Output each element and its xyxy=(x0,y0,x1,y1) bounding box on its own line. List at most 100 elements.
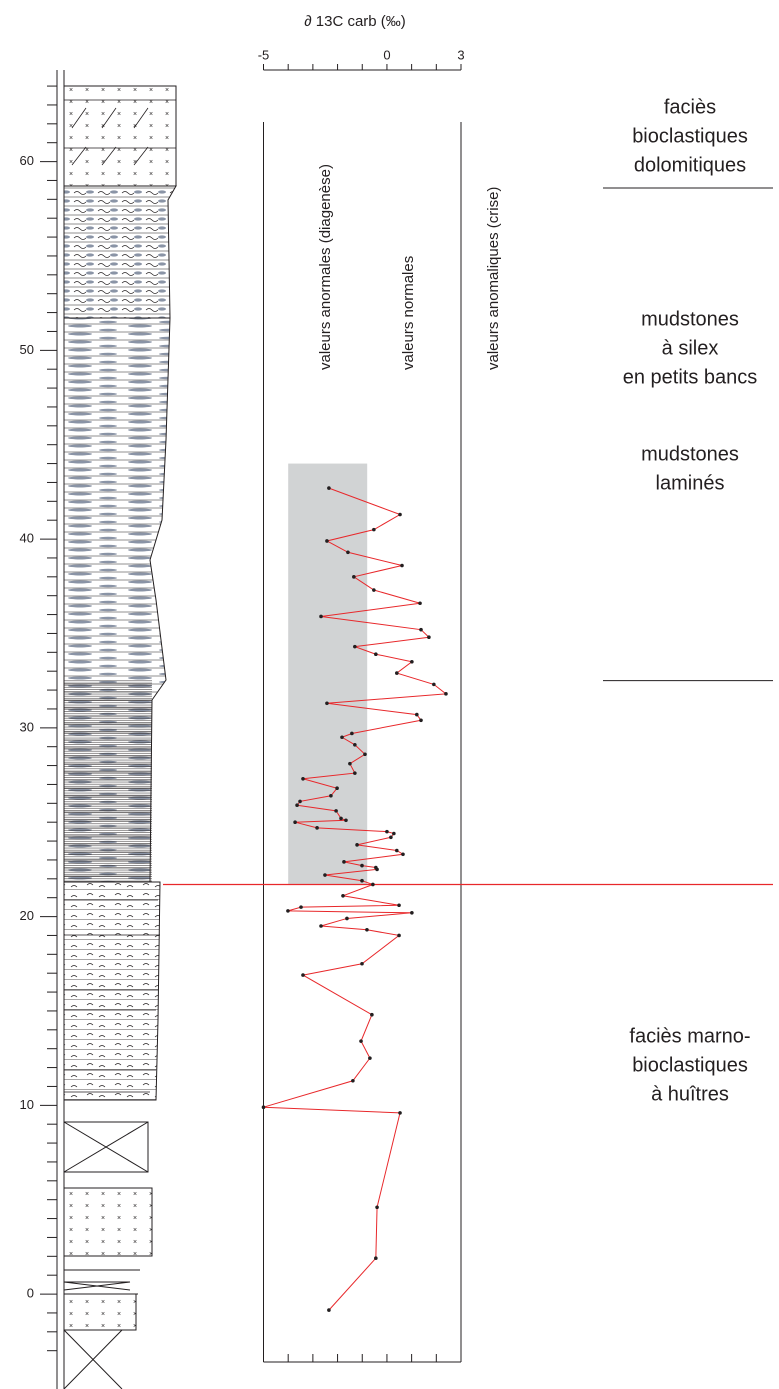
data-point xyxy=(397,903,401,908)
data-point xyxy=(286,909,290,913)
annotation: valeurs anomaliques (crise) xyxy=(485,187,502,370)
facies-label: bioclastiques xyxy=(632,125,748,147)
data-point xyxy=(401,852,405,857)
x-tick-label: -5 xyxy=(258,47,270,62)
data-point xyxy=(293,820,297,824)
data-point xyxy=(372,527,376,532)
data-point xyxy=(432,682,436,687)
data-point xyxy=(410,910,414,915)
data-point xyxy=(299,905,303,909)
annotation: valeurs anormales (diagenèse) xyxy=(317,164,334,370)
data-point xyxy=(410,659,414,664)
data-point xyxy=(374,1256,378,1261)
facies-label: faciès marno- xyxy=(629,1025,750,1047)
data-point xyxy=(371,882,375,887)
data-point xyxy=(301,776,305,781)
y-tick-label: 20 xyxy=(20,908,34,923)
data-line xyxy=(263,487,448,1311)
data-point xyxy=(342,860,346,864)
data-point xyxy=(392,831,396,836)
data-point xyxy=(359,1039,363,1043)
facies-label: à huîtres xyxy=(651,1083,729,1105)
data-point xyxy=(344,818,348,823)
data-point xyxy=(370,1012,374,1017)
data-point xyxy=(351,1078,355,1083)
y-tick-label: 60 xyxy=(20,153,34,168)
data-point xyxy=(340,735,344,740)
data-point xyxy=(325,701,329,706)
data-point xyxy=(389,835,393,840)
data-point xyxy=(400,563,404,568)
data-point xyxy=(427,635,431,640)
data-point xyxy=(352,575,356,579)
data-point xyxy=(319,924,323,928)
y-tick-label: 10 xyxy=(20,1097,34,1112)
data-point xyxy=(315,826,319,830)
data-point xyxy=(298,799,302,804)
x-tick-label: 3 xyxy=(457,47,464,62)
facies-label: en petits bancs xyxy=(623,366,758,388)
data-point xyxy=(327,486,331,490)
frame xyxy=(56,70,462,1389)
data-point xyxy=(415,712,419,717)
data-point xyxy=(368,1056,372,1060)
data-point xyxy=(418,601,422,606)
data-point xyxy=(353,644,357,649)
data-point xyxy=(335,786,339,791)
data-point xyxy=(365,927,369,932)
data-point xyxy=(360,961,364,966)
data-point xyxy=(348,761,352,766)
x-tick-label: 0 xyxy=(383,47,390,62)
data-point xyxy=(261,1105,266,1110)
data-point xyxy=(397,933,401,938)
data-point xyxy=(395,848,399,853)
data-point xyxy=(329,793,333,798)
lithology-column xyxy=(63,70,177,1389)
data-point xyxy=(345,916,349,921)
data-point xyxy=(375,1205,379,1210)
data-point xyxy=(360,878,364,883)
y-tick-label: 40 xyxy=(20,531,34,546)
facies-label: bioclastiques xyxy=(632,1054,748,1076)
data-point xyxy=(444,692,448,696)
data-point xyxy=(372,588,376,592)
chart-title: ∂ 13C carb (‰) xyxy=(304,13,406,30)
data-point xyxy=(346,550,350,555)
data-point xyxy=(301,973,305,977)
facies-label: faciès xyxy=(664,96,716,118)
data-point xyxy=(350,731,354,736)
annotation: valeurs normales xyxy=(400,256,417,370)
shaded-band xyxy=(288,463,368,885)
data-point xyxy=(419,718,423,723)
data-point xyxy=(325,539,329,543)
facies-label: à silex xyxy=(662,337,719,359)
data-point xyxy=(395,671,399,675)
facies-label: dolomitiques xyxy=(634,154,746,176)
data-point xyxy=(355,843,359,847)
data-point xyxy=(419,627,423,632)
data-point xyxy=(363,752,367,757)
data-point xyxy=(374,652,378,657)
facies-label: laminés xyxy=(656,472,725,494)
data-point xyxy=(334,809,338,813)
facies-label: mudstones xyxy=(641,443,739,465)
data-point xyxy=(375,867,379,872)
y-tick-label: 0 xyxy=(27,1286,34,1301)
data-point xyxy=(385,829,389,834)
data-point xyxy=(319,614,323,619)
data-point xyxy=(295,803,299,808)
data-point xyxy=(353,771,357,775)
data-point xyxy=(341,894,345,898)
data-point xyxy=(327,1308,331,1312)
y-tick-label: 50 xyxy=(20,342,34,357)
data-point xyxy=(398,512,402,517)
data-point xyxy=(323,873,327,877)
data-point xyxy=(339,816,343,821)
facies-label: mudstones xyxy=(641,308,739,330)
data-point xyxy=(353,743,357,747)
y-tick-label: 30 xyxy=(20,719,34,734)
data-point xyxy=(360,863,364,868)
data-point xyxy=(398,1111,402,1115)
